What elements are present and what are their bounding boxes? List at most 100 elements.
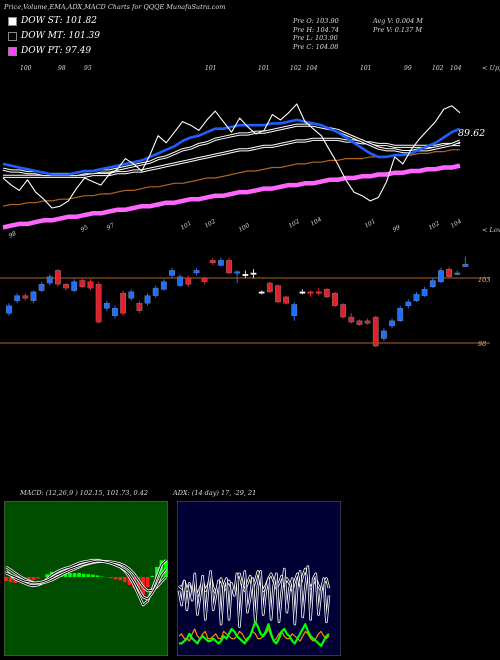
candle-body [438, 270, 444, 282]
candles-layer [6, 256, 469, 348]
candle-body [128, 291, 135, 299]
candle-body [185, 277, 192, 285]
candle-body [160, 281, 167, 290]
candle-body [266, 282, 273, 293]
top-date-labels: 100 98 95 101 101 102 104 101 99 102 104 [20, 65, 462, 72]
di-line [178, 566, 330, 628]
lower-date-label: 102 [204, 218, 218, 230]
macd-title: MACD: (12,26,9 ) 102.15, 101.73, 0.42 [20, 489, 149, 497]
candle-body [299, 291, 306, 294]
lower-date-label: 98 [8, 230, 18, 240]
candle-body [307, 291, 314, 294]
lower-date-label: 101 [364, 218, 377, 230]
candle-body [120, 292, 127, 314]
candle-body [152, 287, 159, 296]
candle-body [71, 281, 78, 291]
macd-background [4, 501, 168, 656]
candle-body [193, 270, 200, 274]
lower-date-label: 102 [428, 220, 442, 232]
top-date-label: 100 [20, 65, 32, 72]
candle-body [136, 303, 143, 311]
candle-body [397, 308, 404, 322]
stat-avg-volume: Avg V: 0.004 M [373, 17, 423, 25]
stats-left: Pre O: 103.90 Pre H: 104.74 Pre L: 103.9… [293, 17, 339, 51]
lower-date-label: 102 [288, 218, 302, 230]
candle-body [79, 280, 86, 288]
candle-body [291, 304, 298, 316]
legend-swatch-white [8, 16, 17, 26]
ema-line-2-5 [2, 124, 461, 176]
candle-body [275, 285, 281, 303]
adx-title: ADX: (14 day) 17, -29, 21 [173, 489, 257, 497]
di-plus-line [179, 620, 330, 647]
legend-swatch-black [8, 31, 17, 41]
candle-body [250, 272, 257, 275]
candle-body [340, 304, 347, 318]
adx-panel [177, 501, 341, 656]
legend-dow-st-label: DOW ST: 101.82 [21, 16, 97, 26]
candle-body [446, 268, 452, 277]
legend-dow-mt-label: DOW MT: 101.39 [21, 31, 100, 41]
macd-line-0 [5, 559, 167, 606]
candle-body [413, 294, 420, 301]
candle-body [144, 295, 151, 304]
candle-body [46, 276, 53, 284]
stat-prev-volume: Pre V: 0.137 M [373, 25, 423, 34]
upper-last-value: 89.62 [458, 128, 486, 139]
ema-line-5-0 [2, 163, 461, 230]
candle-body [38, 284, 45, 291]
legend-dow-st: DOW ST: 101.82 [8, 16, 97, 26]
candle-body [201, 277, 208, 282]
lower-label: < Lower [482, 226, 500, 234]
legend-swatch-magenta [8, 46, 17, 56]
lower-date-label: 100 [238, 222, 252, 234]
top-date-label: 102 [290, 65, 302, 72]
chart-title: Price,Volume,EMA,ADX,MACD Charts for QQQ… [4, 3, 226, 11]
candle-body [14, 295, 21, 301]
candle-body [55, 270, 61, 285]
candle-body [217, 260, 224, 266]
stat-close: Pre C: 104.08 [293, 42, 339, 51]
ema-line-0-7 [2, 103, 461, 209]
candle-body [242, 274, 249, 276]
macd-series-layer [4, 558, 168, 607]
lower-date-label: 104 [310, 216, 324, 228]
top-date-label: 99 [404, 65, 412, 72]
top-date-label: 98 [58, 65, 66, 72]
upper-label: < Upper [482, 64, 500, 72]
ema-line-3-2 [3, 137, 460, 178]
top-date-label: 101 [205, 65, 216, 72]
lower-date-labels: 98 95 97 101 102 100 102 104 101 99 102 104 [8, 216, 464, 240]
stat-open: Pre O: 103.90 [293, 17, 339, 25]
candle-body [462, 263, 469, 267]
macd-panel [4, 501, 168, 656]
candle-body [332, 292, 338, 306]
candle-body [258, 291, 265, 294]
candle-body [429, 280, 436, 288]
candle-body [381, 330, 387, 339]
candle-body [323, 289, 330, 298]
candle-body [30, 291, 37, 301]
top-date-label: 101 [360, 65, 371, 72]
legend-dow-mt: DOW MT: 101.39 [8, 31, 100, 41]
legend-dow-pt: DOW PT: 97.49 [8, 46, 91, 56]
candle-body [226, 260, 232, 274]
candle-body [95, 284, 102, 323]
lower-date-label: 99 [392, 224, 402, 234]
lower-date-label: 97 [106, 222, 116, 232]
candle-body [315, 291, 322, 294]
candle-body [356, 320, 363, 325]
candle-body [364, 320, 371, 324]
candle-body [372, 316, 379, 347]
top-date-label: 104 [450, 65, 462, 72]
stats-right: Avg V: 0.004 M Pre V: 0.137 M [373, 17, 423, 34]
top-date-label: 104 [306, 65, 318, 72]
candle-body [169, 270, 175, 276]
candle-body [22, 295, 29, 299]
candle-body [389, 320, 395, 327]
legend-dow-pt-label: DOW PT: 97.49 [21, 46, 92, 56]
candle-body [405, 301, 412, 306]
candle-body [209, 260, 216, 264]
ema-line-1-6 [2, 118, 461, 176]
di-minus-line [178, 628, 330, 642]
